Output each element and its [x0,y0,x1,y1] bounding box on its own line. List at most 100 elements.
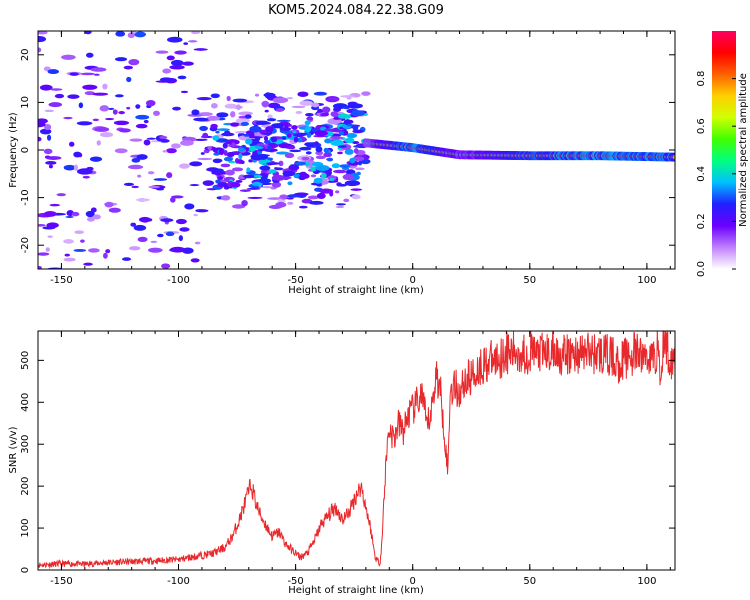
spectrogram-blob [350,172,360,176]
spectrogram-blob [223,150,228,156]
spectrogram-blob [193,48,208,51]
spectrogram-blob [92,214,101,220]
spectrogram-blob [222,142,228,149]
spectrogram-blob [253,174,263,178]
spectrogram-blob [279,127,292,131]
spectrogram-blob [88,248,100,253]
snr-x-tick-label: -150 [50,576,73,587]
spectrogram-blob [235,179,243,183]
snr-y-tick-label: 400 [20,393,31,412]
spectrogram-blob [188,40,198,43]
spectrogram-blob [215,179,221,184]
snr-y-tick-label: 0 [20,567,31,573]
spectrogram-blob [196,96,212,101]
spectrogram-blob [104,117,115,121]
spectrogram-blob [146,137,156,140]
spectrogram-blob [80,239,85,243]
spectrogram-blob [177,75,187,80]
spectrogram-blob [38,224,46,227]
spectrogram-blob [331,163,340,169]
spectrogram-blob [63,257,76,262]
spectrogram-blob [136,198,150,202]
spectrogram-blob [217,176,224,181]
spectrogram-blob [48,102,63,108]
spectrogram-blob [267,145,272,152]
spectrogram-blob [254,136,261,141]
spectrogram-blob [345,105,360,108]
spectrogram-blob [85,52,94,58]
spectrogram-blob [166,55,175,61]
spectrogram-blob [85,210,95,218]
spectrogram-blob [276,119,291,122]
spectrogram-blob [323,152,333,158]
spectrogram-blob [277,199,286,203]
snr-y-tick-label: 300 [20,435,31,454]
spectrogram-blob [47,235,53,238]
spectrogram-blob [38,266,42,269]
spectrogram-blob [337,151,343,155]
spectrogram-blob [76,168,93,175]
snr-x-tick-label: 0 [410,576,416,587]
spectrogram-blob [276,151,290,155]
spectrogram-blob [138,216,151,223]
spectrogram-blob [126,106,131,110]
spectrogram-blob [305,126,312,133]
spectrogram-blob [210,93,220,99]
spectrogram-blob [137,236,148,243]
spectrogram-blob [214,172,222,176]
spectrogram-blob [38,36,47,43]
spectrogram-blob [320,112,329,117]
spectrogram-blob [294,192,309,196]
spectrogram-blob [291,105,306,109]
spectrogram-blob [128,58,140,66]
spectrogram-blob [271,181,282,188]
spectrogram-blob [230,111,236,118]
spectrogram-blob [44,124,52,131]
spectrogram-blob [104,201,114,208]
spectrogram-blob [309,200,324,205]
spectrogram-blob [191,109,200,116]
spectrogram-blob [69,72,79,76]
spectrogram-blob [282,170,296,177]
spectrogram-blob [286,197,294,200]
spectrogram-blob [261,100,270,108]
spectrogram-blob [268,169,277,174]
spectrogram-blob [131,157,141,163]
spectrogram-blob [80,72,95,76]
spectrogram-blob [43,210,57,217]
spectrogram-blob [169,246,186,253]
spectrogram-blob [355,167,365,171]
spectrogram-blob [323,147,329,153]
spectrogram-blob [215,130,220,134]
spectrogram-y-tick-label: 20 [20,48,31,61]
spectrogram-blob [248,132,255,138]
spectrogram-blob [232,98,248,103]
spectrogram-blob [261,186,274,189]
spectrogram-blob [73,151,82,158]
spectrogram-blob [216,112,229,118]
spectrogram-blob [297,91,309,97]
spectrogram-blob [343,119,352,126]
spectrogram-blob [330,111,339,117]
spectrogram-blob [339,164,351,169]
spectrogram-blob [297,137,303,143]
spectrogram-blob [73,248,87,252]
spectrogram-blob [225,139,240,146]
spectrogram-blob [298,205,308,209]
spectrogram-blob [54,93,65,99]
spectrogram-blob [170,197,176,203]
spectrogram-blob [337,113,349,119]
spectrogram-blob [240,160,245,165]
spectrogram-blob [90,67,107,72]
spectrogram-blob [267,114,273,120]
spectrogram-blob [266,118,277,122]
colorbar-gradient [712,31,736,269]
spectrogram-blob [114,57,128,62]
spectrogram-blob [143,139,151,146]
spectrogram-blob [103,252,108,259]
spectrogram-blob [114,148,128,154]
spectrogram-blob [73,164,79,171]
snr-y-tick-label: 500 [20,351,31,370]
